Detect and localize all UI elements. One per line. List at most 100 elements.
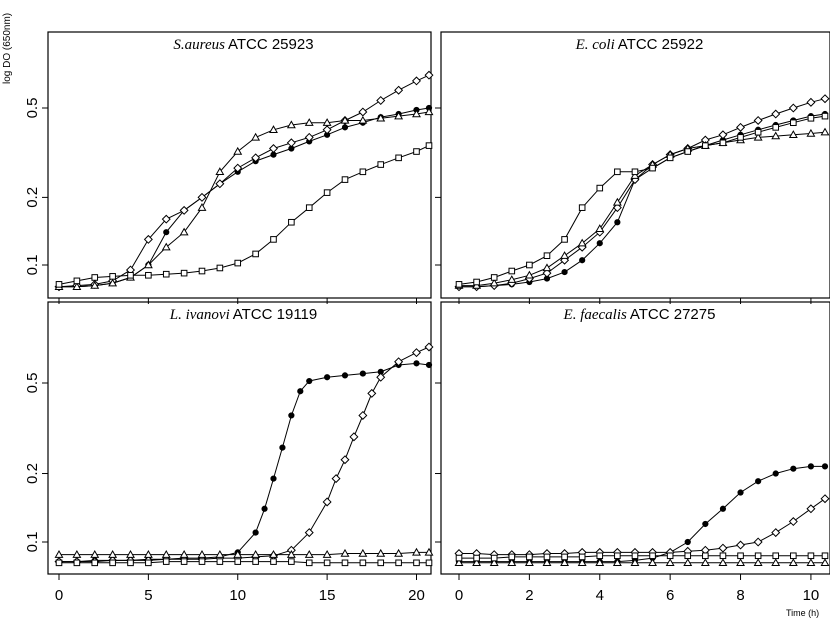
series-line	[459, 465, 825, 563]
data-point	[126, 550, 135, 558]
title-strain: ATCC 25923	[228, 36, 314, 53]
x-tick-label: 10	[229, 587, 246, 604]
data-point	[754, 128, 762, 136]
data-point	[648, 558, 658, 567]
data-point	[323, 189, 331, 196]
series-filled-circle	[55, 104, 433, 290]
data-point	[455, 554, 463, 562]
data-point	[771, 558, 781, 567]
data-point	[754, 552, 762, 560]
data-point	[305, 204, 313, 211]
data-point	[145, 559, 152, 567]
data-point	[412, 547, 421, 556]
data-point	[788, 103, 798, 113]
data-point	[737, 134, 744, 141]
data-point	[394, 111, 404, 120]
title-species: E. coli	[575, 37, 615, 53]
data-point	[631, 168, 639, 176]
data-point	[109, 559, 116, 567]
data-point	[286, 550, 296, 558]
data-point	[288, 412, 295, 419]
data-point	[753, 537, 763, 547]
data-point	[596, 552, 604, 560]
data-point	[411, 76, 421, 86]
x-tick-label: 0	[455, 587, 463, 604]
data-point	[270, 475, 277, 482]
data-point	[304, 118, 314, 126]
data-point	[279, 444, 286, 451]
data-point	[234, 558, 242, 565]
title-species: E. faecalis	[563, 307, 627, 323]
data-point	[561, 236, 568, 243]
series-line	[459, 498, 826, 556]
data-point	[561, 553, 568, 561]
data-point	[162, 270, 170, 278]
data-point	[288, 558, 295, 565]
data-point	[737, 489, 744, 496]
data-point	[508, 267, 516, 275]
data-point	[161, 214, 171, 224]
data-point	[234, 259, 242, 267]
title-species: L. ivanovi	[169, 307, 230, 323]
data-point	[507, 558, 517, 567]
data-point	[560, 558, 570, 567]
data-point	[376, 372, 386, 382]
data-point	[788, 517, 798, 527]
data-point	[542, 263, 552, 272]
data-point	[771, 109, 781, 119]
data-point	[612, 197, 622, 206]
data-point	[820, 494, 830, 504]
series-line	[59, 111, 430, 288]
data-point	[91, 274, 99, 281]
data-point	[718, 130, 728, 140]
plot-frame	[47, 31, 432, 299]
data-point	[376, 113, 386, 122]
data-point	[108, 550, 118, 558]
series-line	[459, 131, 826, 287]
plot-frame	[47, 301, 432, 575]
series-open-square	[455, 552, 829, 562]
data-point	[630, 558, 640, 567]
data-point	[251, 550, 261, 558]
series-open-square	[55, 558, 433, 567]
data-point	[324, 374, 331, 381]
data-point	[286, 120, 296, 129]
data-point	[216, 264, 224, 272]
series-open-diamond	[54, 70, 434, 292]
data-point	[700, 558, 710, 567]
data-point	[394, 85, 404, 95]
data-point	[821, 463, 829, 470]
data-point	[560, 251, 570, 259]
data-point	[718, 558, 728, 567]
data-point	[489, 278, 499, 287]
data-point	[251, 153, 261, 163]
y-axis-label: log DO (650nm)	[2, 13, 13, 84]
data-point	[340, 548, 350, 557]
data-point	[376, 95, 386, 105]
data-point	[736, 558, 746, 567]
data-point	[542, 268, 552, 278]
title-strain: ATCC 27275	[630, 306, 716, 323]
data-point	[73, 277, 81, 285]
data-point	[543, 252, 551, 260]
data-point	[526, 553, 533, 561]
data-point	[755, 478, 762, 485]
data-point	[143, 260, 153, 269]
data-point	[425, 559, 433, 567]
series-line	[58, 145, 430, 285]
data-point	[127, 271, 134, 279]
data-point	[269, 125, 278, 133]
data-point	[490, 274, 498, 281]
data-point	[702, 520, 709, 528]
data-point	[198, 267, 206, 275]
data-point	[252, 250, 259, 258]
data-point	[736, 540, 746, 550]
data-point	[649, 164, 656, 172]
series-open-diamond	[454, 494, 830, 560]
data-point	[614, 552, 621, 560]
data-point	[424, 70, 434, 80]
data-point	[341, 176, 349, 183]
panel-title: E. faecalis ATCC 27275	[563, 306, 716, 323]
data-point	[197, 203, 207, 211]
data-point	[579, 257, 586, 264]
